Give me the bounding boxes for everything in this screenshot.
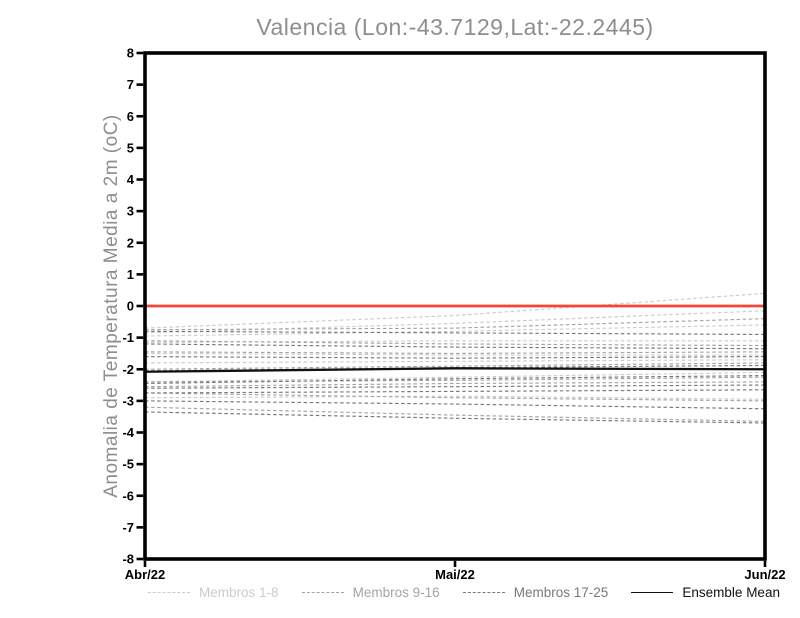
ensemble-member-line	[144, 400, 766, 410]
y-tick-label: 6	[127, 109, 134, 124]
y-tick-label: 8	[127, 46, 134, 61]
y-tick-label: 5	[127, 140, 134, 155]
legend-label: Ensemble Mean	[682, 584, 780, 600]
y-tick-label: -6	[122, 488, 134, 503]
ensemble-member-line	[144, 411, 766, 424]
y-tick-label: 0	[127, 299, 134, 314]
ensemble-member-line	[144, 356, 766, 359]
legend-item-ensemble-mean: Ensemble Mean	[631, 585, 780, 600]
y-tick-label: 4	[127, 172, 135, 187]
legend-label: Membros 17-25	[513, 584, 609, 600]
ensemble-member-line	[144, 330, 766, 336]
dashed-line-sample-icon	[148, 591, 190, 593]
ensemble-member-line	[144, 395, 766, 400]
y-tick-label: -3	[122, 393, 134, 408]
legend-item-membros-9-16: Membros 9-16	[301, 584, 440, 600]
solid-line-sample-icon	[631, 591, 674, 593]
legend-item-membros-17-25: Membros 17-25	[462, 584, 609, 600]
chart-title: Valencia (Lon:-43.7129,Lat:-22.2445)	[256, 14, 654, 40]
x-tick-label: Abr/22	[125, 567, 165, 582]
ensemble-mean-line	[144, 367, 766, 373]
y-tick-label: 1	[127, 267, 134, 282]
dashed-line-sample-icon	[462, 591, 505, 593]
legend-item-membros-1-8: Membros 1-8	[148, 585, 279, 600]
ensemble-member-line	[144, 352, 765, 356]
legend: Membros 1-8 Membros 9-16 Membros 17-25 E…	[148, 582, 780, 602]
y-tick-label: -4	[122, 425, 134, 440]
x-tick-label: Jun/22	[744, 567, 785, 582]
y-tick-label: -8	[122, 552, 134, 567]
legend-label: Membros 1-8	[199, 584, 279, 600]
ensemble-member-line	[144, 351, 766, 355]
ensemble-member-line	[144, 359, 766, 364]
y-tick-label: -5	[122, 457, 134, 472]
y-tick-label: 3	[127, 204, 134, 219]
y-tick-label: 7	[127, 77, 134, 92]
y-tick-label: -2	[122, 362, 134, 377]
ensemble-member-line	[144, 389, 766, 394]
y-tick-label: 2	[127, 235, 134, 250]
dashed-line-sample-icon	[301, 591, 344, 593]
ensemble-member-line	[144, 376, 766, 383]
legend-label: Membros 9-16	[352, 584, 440, 600]
ensemble-member-line	[144, 292, 766, 329]
x-tick-label: Mai/22	[435, 567, 475, 582]
ensemble-member-line	[144, 371, 766, 383]
y-tick-label: -7	[122, 520, 134, 535]
axis-box	[143, 51, 767, 561]
y-tick-label: -1	[122, 330, 134, 345]
